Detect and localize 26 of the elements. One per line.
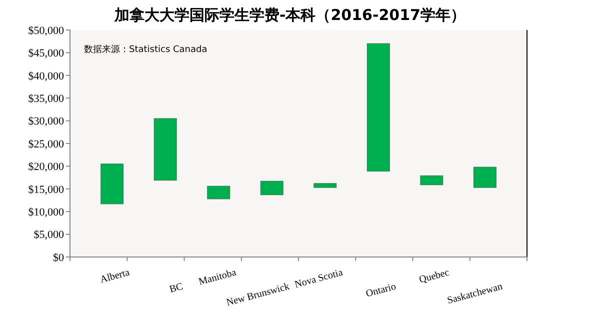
annotation: 数据来源：Statistics Canada — [84, 44, 208, 55]
y-tick-label: $0 — [53, 252, 64, 264]
bar — [100, 164, 124, 204]
y-tick-label: $40,000 — [28, 70, 64, 82]
bar — [366, 43, 390, 172]
chart-title: 加拿大大学国际学生学费-本科（2016-2017学年） — [114, 6, 466, 24]
y-tick-label: $5,000 — [34, 229, 64, 242]
y-tick-label: $25,000 — [28, 138, 64, 150]
x-tick-label: Alberta — [99, 267, 132, 286]
y-tick-label: $45,000 — [28, 48, 64, 60]
y-tick-label: $10,000 — [28, 206, 64, 218]
bar — [260, 180, 284, 196]
x-tick-label: Ontario — [364, 281, 398, 300]
y-tick-label: $35,000 — [28, 92, 64, 105]
x-tick-label: Nova Scotia — [294, 267, 344, 291]
bar — [207, 186, 230, 200]
x-tick-label: Quebec — [418, 267, 451, 286]
y-tick-label: $20,000 — [28, 161, 64, 174]
y-tick-label: $15,000 — [28, 184, 64, 196]
y-tick-label: $30,000 — [28, 116, 64, 128]
bar — [420, 175, 444, 186]
x-tick-label: BC — [168, 281, 184, 296]
bar — [314, 183, 337, 188]
bar — [473, 166, 496, 188]
y-tick-label: $50,000 — [28, 24, 64, 37]
bar — [154, 118, 177, 181]
